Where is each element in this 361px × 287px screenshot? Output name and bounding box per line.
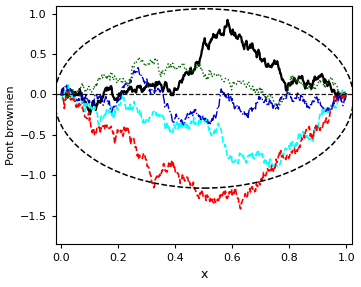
Y-axis label: Pont brownien: Pont brownien: [5, 85, 16, 164]
X-axis label: x: x: [200, 268, 208, 282]
